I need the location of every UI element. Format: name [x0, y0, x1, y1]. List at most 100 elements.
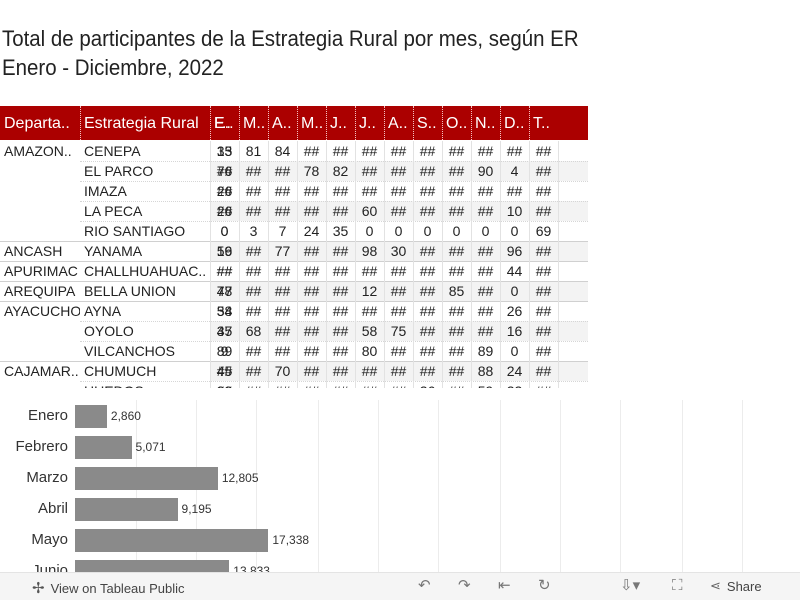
month-value-cell[interactable]: ##: [477, 243, 494, 259]
month-value-cell[interactable]: ##: [390, 203, 407, 219]
month-value-cell[interactable]: ##: [448, 163, 465, 179]
month-value-cell[interactable]: ##: [303, 263, 320, 279]
column-header[interactable]: O..: [446, 115, 468, 132]
month-value-cell[interactable]: 24: [303, 223, 320, 239]
column-header[interactable]: Estrategia Rural: [84, 115, 199, 132]
month-value-cell[interactable]: ##: [332, 303, 349, 319]
column-header[interactable]: D..: [504, 115, 525, 132]
month-value-cell[interactable]: ##: [274, 303, 291, 319]
month-value-cell[interactable]: 54: [216, 303, 233, 319]
month-value-cell[interactable]: ##: [535, 323, 552, 339]
strategy-cell[interactable]: EL PARCO: [84, 163, 154, 179]
month-value-cell[interactable]: ##: [245, 163, 262, 179]
month-value-cell[interactable]: ##: [303, 143, 320, 159]
month-value-cell[interactable]: ##: [448, 183, 465, 199]
month-value-cell[interactable]: ##: [384, 381, 413, 388]
department-cell[interactable]: AREQUIPA: [4, 283, 76, 299]
month-value-cell[interactable]: ##: [332, 363, 349, 379]
month-value-cell[interactable]: 45: [216, 323, 233, 339]
month-value-cell[interactable]: 26: [216, 183, 233, 199]
month-value-cell[interactable]: ##: [245, 303, 262, 319]
month-value-cell[interactable]: ##: [535, 263, 552, 279]
column-header[interactable]: Departa..: [4, 115, 70, 132]
undo-icon[interactable]: ↶: [418, 577, 431, 594]
month-value-cell[interactable]: ##: [390, 343, 407, 359]
strategy-cell[interactable]: HUEDOS: [84, 381, 210, 388]
month-value-cell[interactable]: 0: [220, 223, 229, 239]
month-value-cell[interactable]: ##: [303, 303, 320, 319]
month-value-cell[interactable]: ##: [535, 363, 552, 379]
month-value-cell[interactable]: ##: [419, 183, 436, 199]
month-value-cell[interactable]: 81: [245, 143, 262, 159]
column-header[interactable]: E..: [214, 115, 234, 132]
month-value-cell[interactable]: ##: [419, 323, 436, 339]
month-value-cell[interactable]: ##: [332, 263, 349, 279]
month-value-cell[interactable]: ##: [268, 381, 297, 388]
month-value-cell[interactable]: 22: [500, 381, 529, 388]
month-value-cell[interactable]: ##: [419, 243, 436, 259]
month-value-cell[interactable]: ##: [332, 283, 349, 299]
month-value-cell[interactable]: ##: [303, 343, 320, 359]
month-value-cell[interactable]: ##: [477, 303, 494, 319]
month-value-cell[interactable]: ##: [477, 263, 494, 279]
month-value-cell[interactable]: ##: [390, 283, 407, 299]
bar[interactable]: [75, 436, 132, 459]
strategy-cell[interactable]: VILCANCHOS: [84, 343, 176, 359]
month-value-cell[interactable]: ##: [303, 323, 320, 339]
strategy-cell[interactable]: OYOLO: [84, 323, 134, 339]
month-value-cell[interactable]: ##: [390, 183, 407, 199]
month-value-cell[interactable]: ##: [419, 203, 436, 219]
department-cell[interactable]: AMAZON..: [4, 143, 72, 159]
month-value-cell[interactable]: ##: [332, 143, 349, 159]
month-value-cell[interactable]: 75: [390, 323, 407, 339]
column-header[interactable]: M..: [301, 115, 324, 132]
month-value-cell[interactable]: ##: [535, 303, 552, 319]
month-value-cell[interactable]: ##: [274, 163, 291, 179]
month-value-cell[interactable]: ##: [216, 263, 233, 279]
month-value-cell[interactable]: ##: [448, 243, 465, 259]
month-value-cell[interactable]: 38: [216, 303, 233, 319]
month-value-cell[interactable]: ##: [216, 203, 233, 219]
month-value-cell[interactable]: ##: [390, 303, 407, 319]
month-value-cell[interactable]: ##: [361, 143, 378, 159]
month-value-cell[interactable]: 0: [365, 223, 374, 239]
month-value-cell[interactable]: 98: [361, 243, 378, 259]
month-value-cell[interactable]: 7: [278, 223, 287, 239]
month-value-cell[interactable]: ##: [332, 183, 349, 199]
column-header[interactable]: J..: [330, 115, 347, 132]
month-value-cell[interactable]: 82: [332, 163, 349, 179]
download-icon[interactable]: ⇩▾: [620, 577, 641, 594]
month-value-cell[interactable]: 0: [423, 223, 432, 239]
month-value-cell[interactable]: ##: [297, 381, 326, 388]
month-value-cell[interactable]: ##: [448, 263, 465, 279]
month-value-cell[interactable]: ##: [303, 363, 320, 379]
month-value-cell[interactable]: 0: [394, 223, 403, 239]
month-value-cell[interactable]: ##: [274, 263, 291, 279]
strategy-cell[interactable]: AYNA: [84, 303, 122, 319]
column-header[interactable]: J..: [359, 115, 376, 132]
month-value-cell[interactable]: 0: [510, 223, 519, 239]
column-header[interactable]: F..: [214, 115, 231, 132]
month-value-cell[interactable]: ##: [303, 243, 320, 259]
month-value-cell[interactable]: 85: [448, 283, 465, 299]
month-value-cell[interactable]: 77: [216, 283, 233, 299]
month-value-cell[interactable]: ##: [477, 323, 494, 339]
month-value-cell[interactable]: ##: [303, 283, 320, 299]
month-value-cell[interactable]: ##: [535, 183, 552, 199]
month-value-cell[interactable]: ##: [419, 263, 436, 279]
month-value-cell[interactable]: ##: [419, 163, 436, 179]
month-value-cell[interactable]: ##: [245, 283, 262, 299]
month-value-cell[interactable]: ##: [535, 163, 552, 179]
month-value-cell[interactable]: ##: [506, 183, 523, 199]
month-value-cell[interactable]: 70: [274, 363, 291, 379]
month-value-cell[interactable]: ##: [361, 183, 378, 199]
column-header[interactable]: T..: [533, 115, 550, 132]
month-value-cell[interactable]: 26: [506, 303, 523, 319]
month-value-cell[interactable]: ##: [245, 183, 262, 199]
month-value-cell[interactable]: ##: [390, 363, 407, 379]
bar[interactable]: [75, 560, 230, 572]
revert-icon[interactable]: ⇤: [498, 577, 511, 594]
month-value-cell[interactable]: 56: [216, 243, 233, 259]
strategy-cell[interactable]: LA PECA: [84, 203, 143, 219]
month-value-cell[interactable]: ##: [535, 143, 552, 159]
